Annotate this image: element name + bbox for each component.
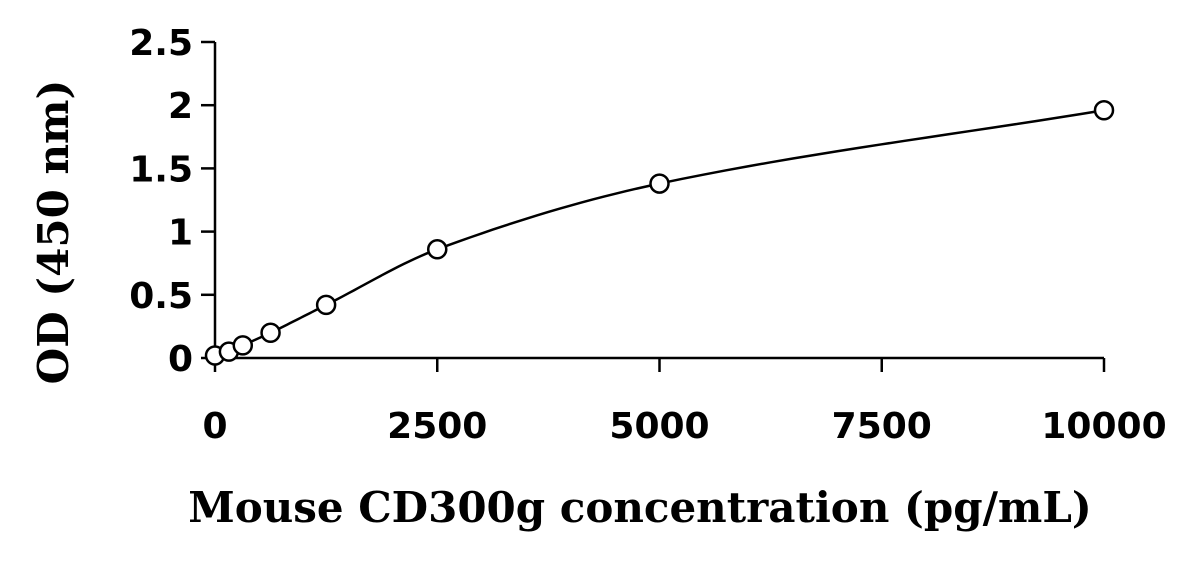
x-tick-label: 0 — [202, 406, 227, 447]
fit-curve — [214, 109, 1105, 357]
y-tick-label: 1 — [168, 213, 193, 254]
y-ticks: 0 0.5 1 1.5 2 2.5 — [129, 23, 215, 380]
y-axis-title: OD (450 nm) — [29, 80, 78, 385]
y-tick-label: 0 — [168, 339, 193, 380]
data-point — [260, 322, 281, 343]
data-point — [232, 335, 254, 356]
axes — [213, 42, 1104, 360]
x-ticks: 0 2500 5000 7500 10000 — [202, 358, 1167, 447]
data-point — [315, 294, 337, 316]
data-point — [649, 173, 670, 194]
y-tick-label: 1.5 — [129, 149, 193, 190]
x-tick-label: 10000 — [1041, 406, 1166, 447]
data-points — [204, 100, 1115, 366]
x-tick-label: 5000 — [609, 406, 709, 447]
x-tick-label: 7500 — [832, 406, 932, 447]
y-tick-label: 2.5 — [129, 23, 193, 64]
y-tick-label: 0.5 — [129, 276, 193, 317]
x-axis-title: Mouse CD300g concentration (pg/mL) — [188, 483, 1092, 532]
data-point — [427, 239, 448, 260]
x-tick-label: 2500 — [387, 406, 487, 447]
y-tick-label: 2 — [168, 86, 193, 127]
data-point — [1093, 100, 1115, 121]
